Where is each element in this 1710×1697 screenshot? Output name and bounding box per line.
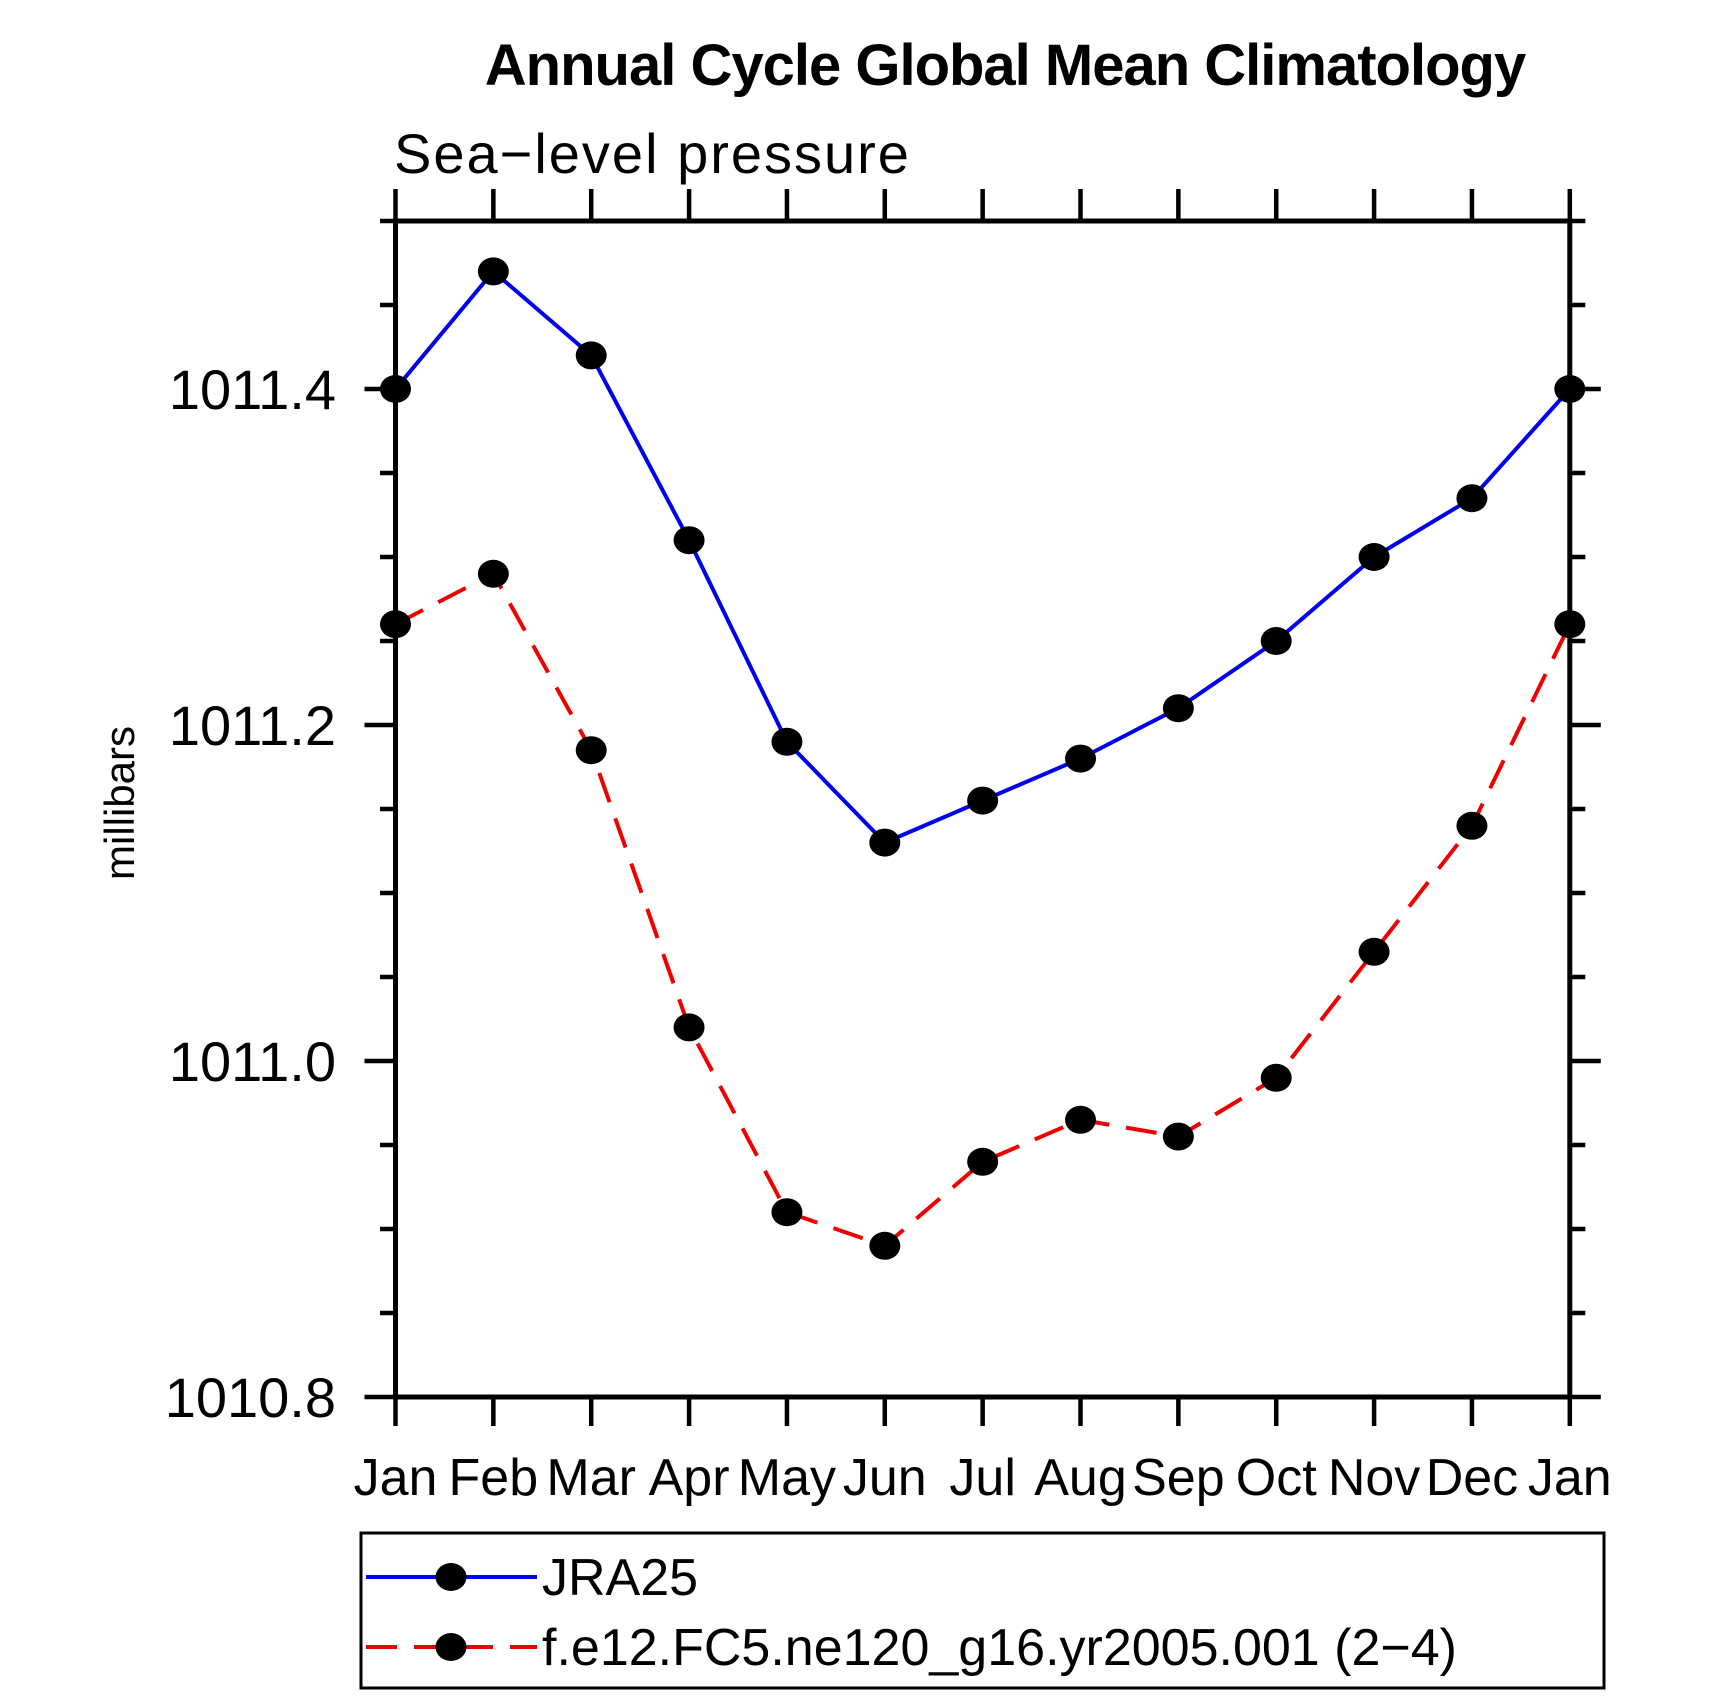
data-point-marker [477,257,509,286]
chart-title: Annual Cycle Global Mean Climatology [485,33,1526,98]
x-tick-label: Nov [1328,1449,1420,1507]
x-tick-label: Sep [1132,1449,1225,1507]
plot-area: Jan Feb Mar Apr May Jun Jul Aug Sep Oct Nov Dec Jan1… [165,189,1612,1507]
data-point-marker [1554,610,1586,639]
x-tick-label: Jan [1528,1449,1612,1507]
data-point-marker [869,828,901,857]
x-tick-label: Jul [949,1449,1015,1507]
data-point-marker [1065,744,1097,773]
data-point-marker [967,1147,999,1176]
data-point-marker [477,559,509,588]
x-tick-label: Apr [649,1449,730,1507]
y-tick-label: 1011.2 [169,694,336,757]
x-tick-label: Jun [843,1449,927,1507]
data-point-marker [575,341,607,370]
data-point-marker [1162,1122,1194,1151]
data-point-marker [575,736,607,765]
y-tick-label: 1011.4 [169,358,336,421]
data-point-marker [1260,627,1292,655]
legend: JRA25 f.e12.FC5.ne120_g16.yr2005.001 (2−4… [359,1531,1606,1690]
series-line-1 [394,571,1572,1249]
data-point-marker [1358,543,1390,571]
data-point-marker [1456,811,1488,840]
y-tick-label: 1011.0 [169,1030,336,1093]
x-tick-label: Oct [1236,1449,1317,1507]
y-axis-label: millibars [96,726,143,880]
data-point-marker [771,727,803,756]
data-point-marker [967,786,999,815]
x-tick-label: Jan [354,1449,438,1507]
data-point-marker [673,526,705,555]
chart-subtitle: Sea−level pressure [394,122,911,185]
data-point-marker [771,1198,803,1227]
legend-marker-0 [435,1563,467,1591]
x-tick-label: Aug [1034,1449,1127,1507]
data-point-marker [380,375,411,403]
x-tick-label: Feb [449,1449,539,1507]
data-point-marker [673,1013,705,1042]
data-point-marker [1554,375,1586,403]
data-point-marker [1260,1063,1292,1092]
x-tick-label: Dec [1426,1449,1518,1507]
data-point-marker [1358,937,1390,966]
x-tick-label: Mar [546,1449,636,1507]
data-point-marker [1065,1105,1097,1134]
x-tick-label: May [738,1449,836,1507]
legend-label-0: JRA25 [542,1549,698,1607]
legend-label-1: f.e12.FC5.ne120_g16.yr2005.001 (2−4) [542,1619,1457,1677]
data-point-marker [869,1231,901,1260]
legend-marker-1 [435,1633,467,1661]
data-point-marker [1456,484,1488,513]
series-line-0 [393,268,1572,845]
data-point-marker [1162,694,1194,723]
y-tick-label: 1010.8 [165,1366,336,1429]
legend-box [359,1531,1606,1690]
data-point-marker [380,610,411,639]
